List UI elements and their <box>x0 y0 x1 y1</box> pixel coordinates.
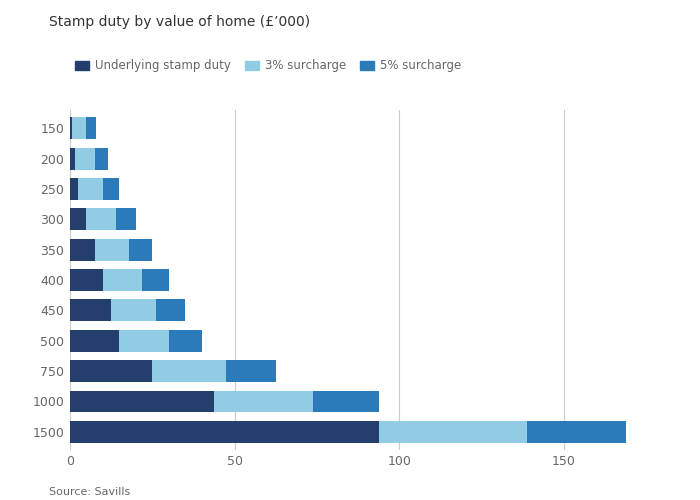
Bar <box>142 269 169 291</box>
Bar <box>94 238 130 260</box>
Bar <box>130 238 153 260</box>
Bar <box>313 390 379 412</box>
Bar <box>526 421 626 442</box>
Legend: Underlying stamp duty, 3% surcharge, 5% surcharge: Underlying stamp duty, 3% surcharge, 5% … <box>70 54 466 77</box>
Bar <box>153 360 226 382</box>
Bar <box>70 390 214 412</box>
Bar <box>70 178 78 200</box>
Bar <box>75 148 94 170</box>
Bar <box>87 118 97 139</box>
Bar <box>70 238 94 260</box>
Bar <box>94 148 108 170</box>
Text: Source: Savills: Source: Savills <box>49 487 130 497</box>
Bar <box>169 330 202 351</box>
Bar <box>70 330 120 351</box>
Bar <box>71 118 87 139</box>
Text: Stamp duty by value of home (£’000): Stamp duty by value of home (£’000) <box>49 15 310 29</box>
Bar <box>103 178 120 200</box>
Bar <box>120 330 169 351</box>
Bar <box>70 421 379 442</box>
Bar <box>70 300 111 322</box>
Bar <box>70 208 87 230</box>
Bar <box>155 300 186 322</box>
Bar <box>70 148 75 170</box>
Bar <box>111 300 155 322</box>
Bar <box>379 421 526 442</box>
Bar <box>116 208 136 230</box>
Bar <box>78 178 103 200</box>
Bar <box>70 360 153 382</box>
Bar <box>87 208 116 230</box>
Bar <box>214 390 313 412</box>
Bar <box>70 118 71 139</box>
Bar <box>70 269 103 291</box>
Bar <box>103 269 142 291</box>
Bar <box>226 360 276 382</box>
